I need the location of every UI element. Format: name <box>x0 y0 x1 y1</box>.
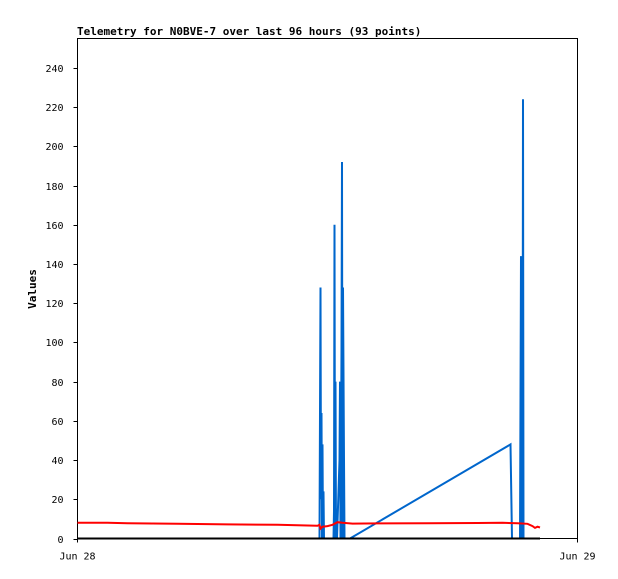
series-layer <box>77 99 541 540</box>
y-axis: 0 20 40 60 80 100 120 140 160 180 200 220 240 <box>45 64 78 546</box>
y-tick-label: 60 <box>51 417 63 428</box>
series-line-1 <box>318 99 525 540</box>
y-tick-label: 40 <box>51 456 63 467</box>
y-tick-label: 0 <box>57 535 63 546</box>
y-tick-label: 180 <box>45 182 63 193</box>
y-tick-label: 140 <box>45 260 63 271</box>
x-axis: Jun 28 Jun 29 <box>59 538 596 563</box>
chart-title: Telemetry for N0BVE-7 over last 96 hours… <box>77 25 421 38</box>
y-tick-label: 20 <box>51 495 63 506</box>
plot-frame <box>77 38 578 539</box>
x-tick-label: Jun 29 <box>559 552 595 563</box>
x-tick-label: Jun 28 <box>59 552 95 563</box>
y-axis-label: Values <box>26 269 39 309</box>
y-tick-label: 80 <box>51 378 63 389</box>
y-tick-label: 100 <box>45 338 63 349</box>
y-tick-label: 200 <box>45 142 63 153</box>
y-tick-label: 160 <box>45 221 63 232</box>
y-tick-label: 120 <box>45 299 63 310</box>
y-tick-label: 220 <box>45 103 63 114</box>
series-line-2 <box>77 521 541 531</box>
y-tick-label: 240 <box>45 64 63 75</box>
